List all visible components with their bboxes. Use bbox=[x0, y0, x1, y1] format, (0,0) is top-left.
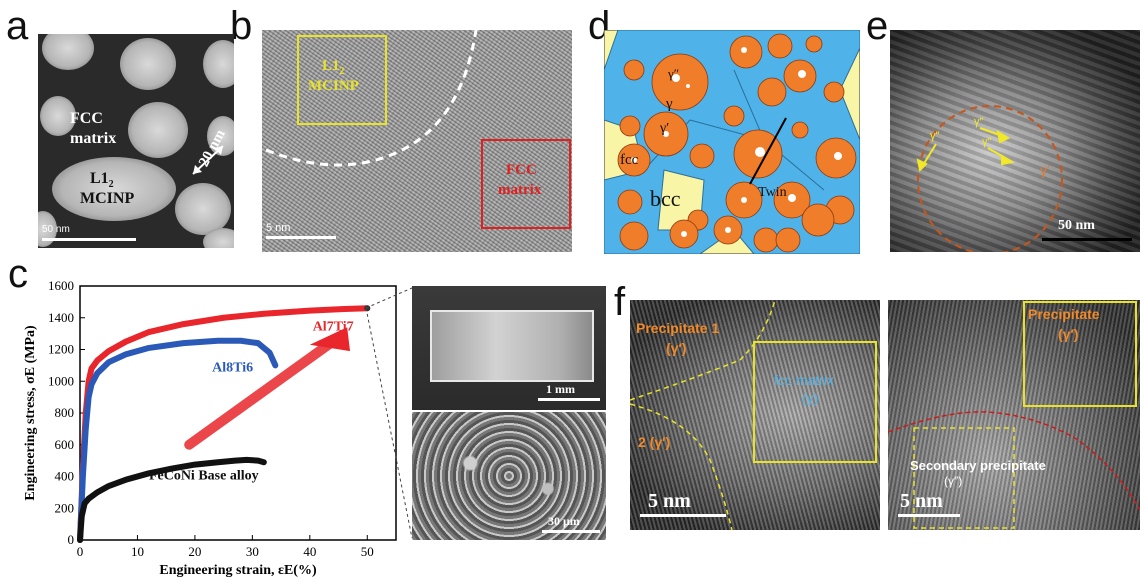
panel-b-matrix-label: matrix bbox=[498, 182, 542, 198]
panel-c-sem-top-scale-bar bbox=[538, 398, 600, 401]
panel-d-schematic: γ″ γ γ′ fcc bcc Twin bbox=[604, 30, 860, 254]
panel-e-scale-bar bbox=[1042, 238, 1132, 241]
panel-a-scale-bar bbox=[42, 238, 136, 241]
x-tick-label: 10 bbox=[131, 544, 144, 559]
x-tick-label: 30 bbox=[246, 544, 259, 559]
panel-c-sem-bottom-image: 30 μm bbox=[412, 412, 606, 540]
y-tick-label: 800 bbox=[55, 405, 75, 420]
series-label-1: Al8Ti6 bbox=[212, 361, 253, 376]
panel-f-right-scale-label: 5 nm bbox=[900, 490, 943, 512]
panel-f-left-scale-label: 5 nm bbox=[648, 490, 691, 512]
panel-letter-a: a bbox=[6, 4, 29, 48]
panel-d-gamma-dprime-label: γ″ bbox=[667, 66, 679, 81]
panel-f-right-secondary-phase: (γ″) bbox=[944, 474, 963, 488]
y-axis-label: Engineering stress, σE (MPa) bbox=[23, 325, 38, 501]
panel-f-right-scale-bar bbox=[898, 514, 960, 517]
x-tick-label: 50 bbox=[361, 544, 374, 559]
panel-e-gamma-dprime-2: γ″ bbox=[974, 116, 984, 128]
y-tick-label: 1000 bbox=[48, 373, 74, 388]
panel-f-right-overlay bbox=[888, 301, 1140, 529]
y-tick-label: 1200 bbox=[48, 342, 74, 357]
panel-f-left-precip1-title: Precipitate 1 bbox=[636, 320, 720, 336]
y-tick-label: 0 bbox=[68, 532, 75, 547]
panel-a-scale-label: 50 nm bbox=[42, 224, 70, 235]
x-tick-label: 20 bbox=[188, 544, 201, 559]
panel-f-left-matrix-phase: (γ) bbox=[802, 390, 819, 406]
panel-f-left-precip2: 2 (γ′) bbox=[638, 434, 671, 450]
panel-c-zoom-lines bbox=[365, 287, 413, 539]
panel-f-left-matrix-title: fcc matrix bbox=[774, 372, 834, 388]
series-label-0: Al7Ti7 bbox=[313, 319, 354, 334]
panel-a-mcinp-label: MCINP bbox=[80, 190, 135, 207]
panel-e-gamma-dprime-3: γ″ bbox=[982, 136, 992, 148]
panel-c-sem-top-scale-label: 1 mm bbox=[546, 382, 575, 396]
panel-f-right-precip-phase: (γ′) bbox=[1058, 326, 1079, 342]
trend-arrow-head bbox=[309, 327, 351, 352]
panel-c-sem-top-image: 1 mm bbox=[412, 286, 606, 410]
y-tick-label: 1600 bbox=[48, 278, 74, 293]
panel-letter-c: c bbox=[8, 252, 28, 296]
trend-arrow-shaft bbox=[184, 336, 338, 450]
panel-e-scale-label: 50 nm bbox=[1058, 218, 1095, 233]
panel-b-overlay bbox=[265, 30, 571, 229]
x-axis-label: Engineering strain, εE(%) bbox=[159, 563, 317, 578]
panel-d-gamma-label: γ bbox=[665, 96, 673, 112]
panel-c-sem-bottom-scale-label: 30 μm bbox=[548, 514, 580, 528]
panel-a-l12-label: L12 bbox=[90, 170, 114, 191]
panel-b-hrtem-image: L12 MCINP FCC matrix 5 nm bbox=[262, 30, 572, 252]
panel-e-gamma-dprime-1: γ″ bbox=[930, 130, 940, 142]
panel-b-mcinp-label: MCINP bbox=[308, 78, 359, 94]
panel-a-particles bbox=[38, 34, 234, 248]
panel-f-left-image: Precipitate 1 (γ′) fcc matrix (γ) 2 (γ′)… bbox=[630, 300, 880, 530]
panel-c-stress-strain-chart: 0 10 20 30 40 50 0 200 400 600 800 1000 1200 1400 1600… bbox=[23, 278, 397, 578]
panel-f-right-secondary-title: Secondary precipitate bbox=[910, 458, 1046, 473]
panel-c-sem-bottom-scale-bar bbox=[542, 530, 600, 533]
panel-f-right-precip-title: Precipitate bbox=[1028, 306, 1100, 322]
panel-letter-b: b bbox=[230, 4, 253, 48]
panel-d-fcc-label: fcc bbox=[620, 152, 639, 168]
panel-letter-e: e bbox=[866, 4, 889, 48]
series-line-1 bbox=[77, 337, 279, 543]
y-tick-label: 1400 bbox=[48, 310, 74, 325]
panel-b-fcc-label: FCC bbox=[506, 162, 537, 178]
series-line-2 bbox=[77, 456, 267, 543]
x-tick-label: 40 bbox=[303, 544, 316, 559]
panel-c-fracture-specimen bbox=[430, 310, 594, 382]
panel-f-left-overlay bbox=[630, 300, 877, 530]
panel-f-left-scale-bar bbox=[640, 514, 726, 517]
panel-d-twin-label: Twin bbox=[758, 185, 787, 200]
panel-letter-f: f bbox=[614, 280, 626, 324]
panel-f-right-image: Precipitate (γ′) Secondary precipitate (… bbox=[888, 300, 1140, 530]
panel-e-overlay bbox=[916, 105, 1063, 252]
x-tick-label: 0 bbox=[77, 544, 84, 559]
y-tick-label: 400 bbox=[55, 469, 75, 484]
panel-f-left-precip1-phase: (γ′) bbox=[666, 340, 687, 356]
panel-e-tem-image: γ″ γ″ γ″ γ′ 50 nm bbox=[890, 30, 1140, 252]
panel-b-l12-label: L12 bbox=[322, 58, 345, 77]
panel-e-gamma-prime-label: γ′ bbox=[1040, 162, 1050, 178]
y-tick-label: 600 bbox=[55, 437, 75, 452]
panel-a-fcc-label: FCC bbox=[70, 110, 103, 127]
panel-d-gamma-prime-label: γ′ bbox=[659, 121, 669, 136]
panel-d-bcc-label: bcc bbox=[650, 186, 681, 211]
panel-b-scale-bar bbox=[266, 236, 336, 239]
series-label-2: FeCoNi Base alloy bbox=[149, 469, 259, 484]
panel-a-matrix-label: matrix bbox=[70, 130, 117, 147]
panel-b-scale-label: 5 nm bbox=[266, 222, 291, 234]
fracture-point bbox=[364, 305, 371, 312]
panel-a-stem-image: FCC matrix L12 MCINP 20 nm 50 nm bbox=[38, 34, 234, 248]
y-tick-label: 200 bbox=[55, 500, 75, 515]
